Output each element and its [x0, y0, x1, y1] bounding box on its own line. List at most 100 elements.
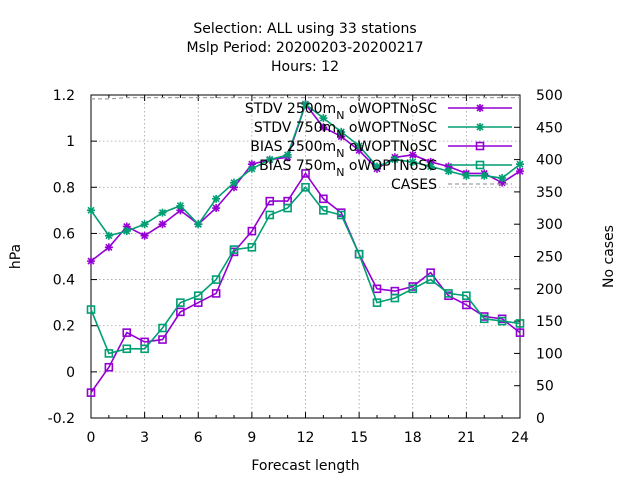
data-point — [444, 167, 453, 176]
x-tick-label: 18 — [404, 430, 422, 446]
data-point — [444, 289, 453, 298]
data-point — [230, 183, 238, 192]
data-point — [265, 196, 275, 206]
data-point — [476, 104, 484, 112]
data-point — [193, 291, 203, 301]
data-point — [158, 220, 167, 229]
data-point — [247, 242, 257, 252]
y-tick-label: -0.2 — [48, 411, 75, 427]
series-line — [90, 171, 521, 394]
data-point — [337, 127, 346, 136]
series-layer — [86, 97, 525, 397]
data-point — [265, 155, 274, 164]
legend-label: BIAS 750mN oWOPTNoSC — [259, 158, 437, 179]
data-point — [86, 388, 96, 397]
legend-label: BIAS 2500mN oWOPTNoSC — [250, 139, 437, 160]
x-tick-label: 24 — [511, 430, 529, 446]
data-point — [194, 220, 203, 229]
data-point — [158, 335, 167, 344]
data-point — [336, 210, 346, 220]
data-point — [498, 178, 507, 187]
data-point — [426, 162, 435, 171]
data-point — [354, 249, 364, 259]
data-point — [87, 206, 95, 215]
data-point — [212, 194, 221, 203]
legend-item: STDV 750mN oWOPTNoSC — [254, 120, 512, 141]
y-tick-label: 0.4 — [53, 273, 75, 289]
data-point — [516, 160, 524, 169]
data-point — [87, 257, 95, 266]
data-point — [140, 231, 149, 240]
y2-tick-label: 450 — [536, 120, 563, 136]
y2-tick-label: 200 — [536, 282, 563, 298]
data-point — [247, 164, 256, 173]
title-line: Hours: 12 — [271, 59, 339, 75]
legend-label: STDV 750mN oWOPTNoSC — [254, 120, 437, 141]
data-point — [515, 328, 525, 337]
y2-tick-label: 0 — [536, 411, 545, 427]
data-point — [462, 171, 471, 180]
data-point — [86, 305, 96, 314]
data-point — [158, 323, 167, 333]
data-point — [247, 226, 257, 236]
y-tick-label: 0 — [66, 365, 75, 381]
data-point — [390, 293, 400, 303]
y-axis-label: hPa — [8, 244, 24, 269]
data-point — [319, 123, 328, 132]
x-tick-label: 15 — [350, 430, 368, 446]
series-line — [91, 97, 520, 100]
data-point — [122, 344, 132, 354]
data-point — [408, 284, 418, 294]
data-point — [140, 344, 149, 354]
y-tick-label: 1.2 — [53, 88, 75, 104]
data-point — [480, 171, 489, 180]
data-point — [176, 298, 185, 307]
x-axis-label: Forecast length — [251, 458, 359, 474]
y2-tick-label: 300 — [536, 217, 563, 233]
data-point — [122, 222, 131, 231]
data-point — [140, 220, 149, 229]
data-point — [444, 162, 453, 171]
data-point — [122, 328, 132, 337]
y2-tick-label: 250 — [536, 250, 563, 266]
data-point — [211, 275, 221, 284]
data-point — [104, 362, 114, 372]
data-point — [479, 314, 489, 324]
data-point — [211, 289, 221, 298]
data-point — [176, 307, 185, 317]
title-line: Selection: ALL using 33 stations — [193, 21, 416, 37]
data-point — [122, 227, 131, 236]
data-point — [158, 208, 167, 217]
data-point — [476, 123, 484, 131]
data-point — [265, 210, 275, 220]
data-point — [247, 160, 256, 169]
data-point — [355, 146, 364, 155]
data-point — [390, 155, 399, 164]
data-point — [319, 206, 328, 215]
data-point — [176, 206, 185, 215]
series-line — [90, 186, 521, 355]
data-point — [373, 162, 381, 171]
x-tick-label: 21 — [457, 430, 475, 446]
series-4 — [91, 97, 520, 100]
data-point — [230, 178, 238, 187]
y2-tick-label: 100 — [536, 346, 563, 362]
y-tick-label: 0.2 — [53, 319, 75, 335]
data-point — [408, 157, 417, 166]
axis-ticks: 0 3 6 9 12 15 18 21 24 -0.2 0 0.2 0.4 0.6 0.8 1 1.2 0 50 10… — [48, 88, 563, 446]
data-point — [337, 132, 346, 141]
x-tick-label: 12 — [297, 430, 315, 446]
y2-tick-label: 150 — [536, 314, 563, 330]
y-tick-label: 0.8 — [53, 180, 75, 196]
data-point — [212, 204, 221, 213]
data-point — [498, 174, 507, 183]
y2-tick-label: 400 — [536, 153, 563, 169]
legend-item: BIAS 2500mN oWOPTNoSC — [250, 139, 512, 160]
y2-tick-label: 350 — [536, 185, 563, 201]
series-1 — [87, 100, 524, 240]
data-point — [301, 100, 310, 109]
data-point — [372, 284, 382, 294]
data-point — [516, 167, 524, 176]
